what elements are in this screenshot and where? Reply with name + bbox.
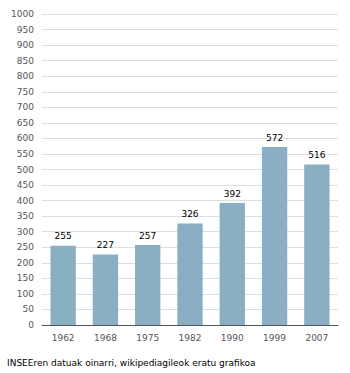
svg-text:600: 600 (17, 133, 34, 143)
svg-text:950: 950 (17, 25, 34, 35)
svg-text:750: 750 (17, 87, 34, 97)
svg-text:900: 900 (17, 40, 34, 50)
svg-text:550: 550 (17, 149, 34, 159)
svg-text:255: 255 (55, 231, 72, 241)
svg-text:516: 516 (308, 150, 325, 160)
svg-text:326: 326 (181, 209, 198, 219)
svg-text:572: 572 (266, 133, 283, 143)
svg-text:150: 150 (17, 273, 34, 283)
svg-text:392: 392 (224, 189, 241, 199)
svg-text:1968: 1968 (94, 333, 117, 343)
svg-text:1999: 1999 (263, 333, 286, 343)
svg-text:227: 227 (97, 240, 114, 250)
svg-text:100: 100 (17, 289, 34, 299)
svg-text:1975: 1975 (136, 333, 159, 343)
svg-text:INSEEren datuak oinarri, wikip: INSEEren datuak oinarri, wikipediagileok… (7, 358, 256, 368)
svg-text:1990: 1990 (221, 333, 244, 343)
svg-text:850: 850 (17, 56, 34, 66)
svg-text:700: 700 (17, 102, 34, 112)
svg-text:1000: 1000 (11, 9, 34, 19)
svg-text:800: 800 (17, 71, 34, 81)
svg-text:2007: 2007 (305, 333, 328, 343)
svg-text:257: 257 (139, 231, 156, 241)
svg-text:500: 500 (17, 165, 34, 175)
svg-text:650: 650 (17, 118, 34, 128)
svg-text:200: 200 (17, 258, 34, 268)
svg-text:50: 50 (23, 304, 35, 314)
svg-text:450: 450 (17, 180, 34, 190)
svg-text:350: 350 (17, 211, 34, 221)
svg-text:300: 300 (17, 227, 34, 237)
svg-text:1962: 1962 (52, 333, 75, 343)
svg-text:250: 250 (17, 242, 34, 252)
svg-text:1982: 1982 (179, 333, 202, 343)
svg-text:400: 400 (17, 196, 34, 206)
svg-text:0: 0 (28, 320, 34, 330)
